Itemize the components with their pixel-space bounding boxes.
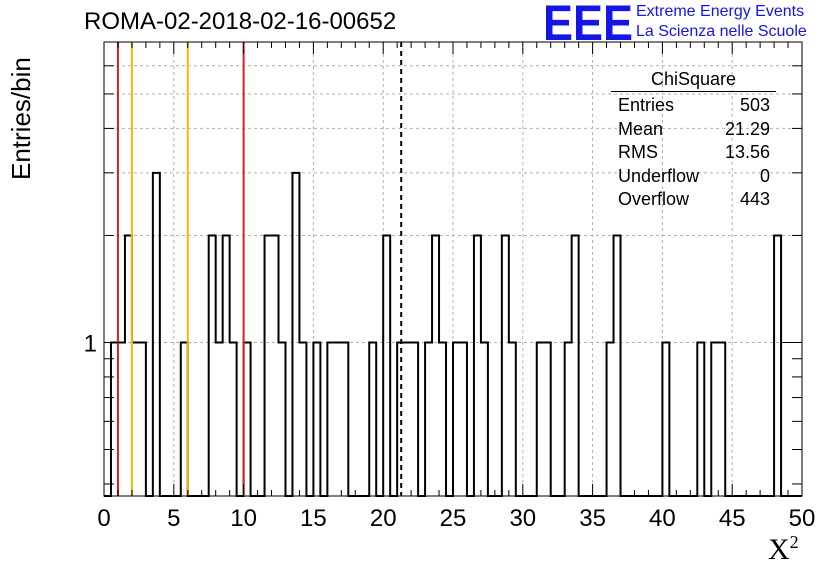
x-axis-label-sup: 2 — [789, 532, 799, 552]
histogram-bin — [509, 342, 516, 496]
x-tick-label: 10 — [230, 505, 257, 532]
histogram-bin — [383, 235, 390, 496]
x-axis-label: X2 — [768, 532, 799, 567]
histogram-bin — [425, 342, 432, 496]
histogram-bin — [181, 342, 188, 496]
histogram-bin — [125, 235, 132, 496]
histogram-bin — [544, 342, 551, 496]
stats-value: 0 — [759, 165, 770, 186]
histogram-bin — [313, 342, 320, 496]
stats-label: RMS — [618, 142, 658, 162]
histogram-bin — [223, 235, 230, 496]
histogram-bin — [662, 342, 669, 496]
histogram-bin — [230, 342, 237, 496]
histogram-bin — [774, 235, 781, 496]
histogram-bin — [607, 342, 614, 496]
x-tick-label: 25 — [440, 505, 467, 532]
eee-logo-letters: EEE — [543, 0, 633, 44]
chart-title: ROMA-02-2018-02-16-00652 — [84, 8, 397, 35]
histogram-bin — [718, 342, 725, 496]
histogram-bin — [404, 342, 411, 496]
histogram-bin — [432, 235, 439, 496]
histogram-bin — [209, 235, 216, 496]
histogram-bin — [711, 342, 718, 496]
histogram-bin — [411, 342, 418, 496]
histogram-bin — [369, 342, 376, 496]
x-tick-label: 0 — [97, 505, 110, 532]
histogram-bin — [474, 235, 481, 496]
logo-caption: Extreme Energy Events La Scienza nelle S… — [636, 2, 807, 42]
histogram-bin — [614, 235, 621, 496]
logo-line-2: La Scienza nelle Scuole — [636, 23, 807, 40]
histogram-line — [104, 171, 802, 497]
stats-label: Mean — [618, 118, 664, 139]
x-tick-label: 5 — [167, 505, 180, 532]
histogram-bin — [216, 342, 223, 496]
stats-row-underflow: Underflow 0 — [611, 165, 776, 189]
x-tick-label: 35 — [579, 505, 606, 532]
eee-logo: EEE — [543, 0, 633, 44]
x-axis-label-base: X — [768, 533, 790, 566]
histogram-bin — [502, 235, 509, 496]
stats-row-rms: RMS 13.56 — [611, 141, 776, 165]
histogram-bin — [111, 342, 118, 496]
y-axis-label: Entries/bin — [6, 57, 36, 180]
stats-value: 21.29 — [724, 118, 770, 139]
stats-row-overflow: Overflow 443 — [611, 188, 776, 212]
logo-line-1: Extreme Energy Events — [636, 3, 805, 20]
histogram-bin — [697, 342, 704, 496]
histogram-bin — [572, 235, 579, 496]
x-tick-label: 15 — [300, 505, 327, 532]
histogram-bin — [481, 342, 488, 496]
histogram-bin — [118, 342, 125, 496]
histogram-bin — [153, 173, 160, 496]
histogram-bin — [327, 342, 334, 496]
histogram-bin — [565, 342, 572, 496]
histogram-bin — [397, 342, 404, 496]
x-tick-label: 45 — [719, 505, 746, 532]
stats-box: ChiSquare Entries 503 Mean 21.29 RMS 13.56 … — [611, 67, 776, 212]
stats-value: 13.56 — [724, 142, 770, 162]
histogram-bin — [279, 342, 286, 496]
histogram-bin — [453, 342, 460, 496]
x-tick-label: 30 — [509, 505, 536, 532]
histogram-bin — [537, 342, 544, 496]
histogram-bin — [439, 342, 446, 496]
histogram-bin — [292, 173, 299, 496]
histogram-bin — [334, 342, 341, 496]
stats-row-mean: Mean 21.29 — [611, 118, 776, 142]
x-tick-label: 20 — [370, 505, 397, 532]
stats-label: Entries — [618, 95, 675, 115]
stats-label: Underflow — [618, 165, 700, 186]
histogram-bin — [139, 342, 146, 496]
histogram-bin — [460, 342, 467, 496]
x-tick-label: 50 — [789, 505, 816, 532]
histogram-bin — [299, 342, 306, 496]
stats-title: ChiSquare — [611, 67, 776, 92]
histogram-bin — [272, 235, 279, 496]
stats-label: Overflow — [618, 189, 690, 209]
stats-value: 443 — [739, 189, 770, 209]
y-tick-label: 1 — [84, 330, 97, 357]
histogram-bin — [244, 342, 251, 496]
histogram-bin — [341, 342, 348, 496]
x-tick-label: 40 — [649, 505, 676, 532]
histogram-bin — [265, 235, 272, 496]
stats-value: 503 — [739, 95, 770, 115]
stats-row-entries: Entries 503 — [611, 94, 776, 118]
histogram-bin — [132, 342, 139, 496]
